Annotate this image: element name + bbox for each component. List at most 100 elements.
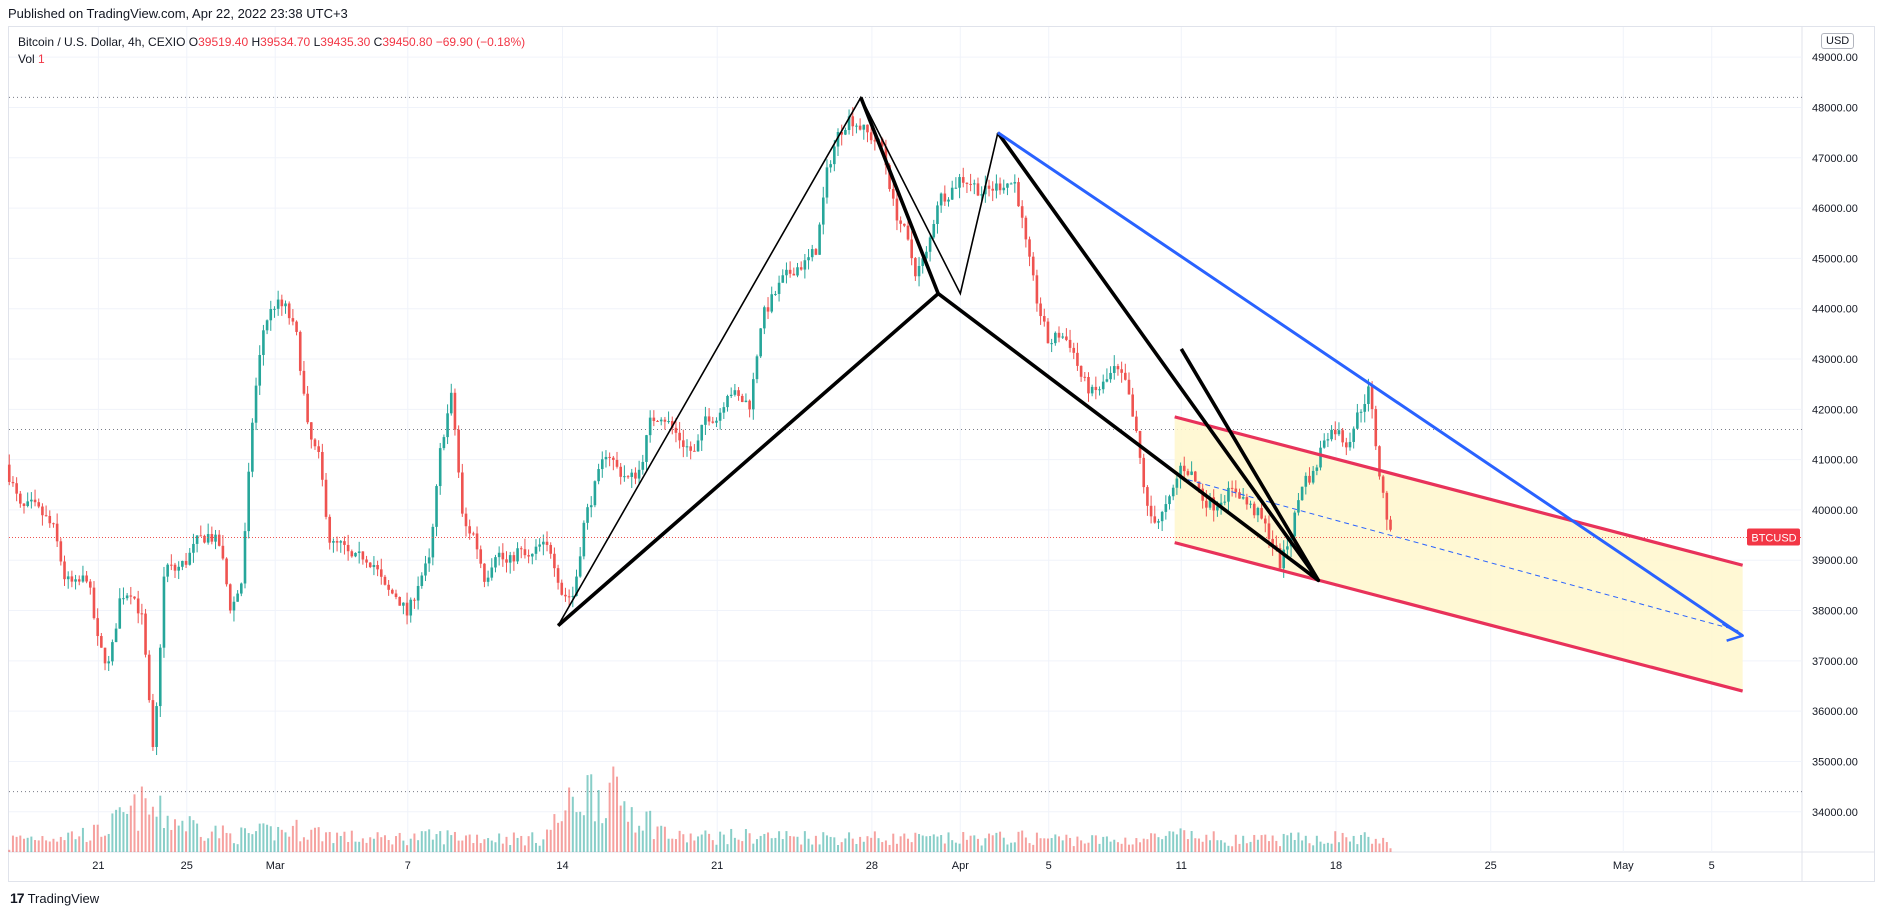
volume-bar <box>225 832 228 852</box>
candle-body <box>298 331 302 371</box>
volume-bar <box>1113 839 1116 852</box>
candle-body <box>468 526 471 534</box>
volume-bar <box>1216 840 1219 852</box>
candle-body <box>1124 372 1127 380</box>
candle-body <box>700 424 704 441</box>
volume-bar <box>1028 843 1031 852</box>
candle-body <box>306 393 309 423</box>
volume-bar <box>516 837 519 852</box>
candle-body <box>560 582 564 595</box>
volume-bar <box>1069 837 1072 852</box>
candle-body <box>1164 504 1168 512</box>
candle-body <box>1330 429 1333 440</box>
candle-body <box>619 466 622 477</box>
candle-body <box>766 307 770 312</box>
candle-body <box>295 321 298 332</box>
volume-bar <box>317 827 320 852</box>
candle-body <box>221 545 225 559</box>
candle-body <box>770 294 774 312</box>
volume-bar <box>96 824 99 852</box>
x-tick-label: 14 <box>556 860 568 872</box>
candle-body <box>1193 471 1197 482</box>
volume-bar <box>1363 832 1366 852</box>
currency-button[interactable]: USD <box>1821 33 1855 49</box>
volume-bar <box>862 841 865 852</box>
candle-body <box>1293 512 1297 537</box>
candle-body <box>733 390 737 395</box>
candle-body <box>479 549 483 564</box>
volume-bar <box>630 807 633 852</box>
volume-bar <box>8 849 11 852</box>
candle-body <box>133 596 136 599</box>
candle-body <box>302 370 306 394</box>
candle-body <box>1286 546 1289 550</box>
volume-bar <box>612 766 615 852</box>
chart-frame[interactable] <box>8 26 1875 882</box>
candle-body <box>1090 386 1094 394</box>
volume-bar <box>229 833 232 852</box>
volume-bar <box>100 836 103 852</box>
candle-body <box>361 551 365 560</box>
volume-bar <box>1131 844 1134 852</box>
volume-bar <box>129 805 132 852</box>
volume-bar <box>118 807 121 852</box>
candle-body <box>92 587 96 619</box>
candle-body <box>1131 394 1134 417</box>
volume-bar <box>1168 831 1171 852</box>
volume-bar <box>11 835 14 852</box>
volume-bar <box>785 831 788 852</box>
volume-bar <box>1382 837 1385 852</box>
volume-bar <box>221 825 224 852</box>
candle-body <box>744 400 748 403</box>
volume-bar <box>1205 834 1208 852</box>
volume-bar <box>1352 835 1355 852</box>
volume-bar <box>523 845 526 852</box>
candle-body <box>950 187 954 200</box>
candle-body <box>1179 465 1182 479</box>
tradingview-logo-icon: 17 <box>10 890 25 906</box>
trend-arrow-line <box>997 131 1744 637</box>
candle-body <box>1260 508 1263 519</box>
candle-body <box>1098 389 1101 391</box>
volume-bar <box>273 840 276 852</box>
candle-body <box>980 194 983 196</box>
volume-bar <box>1197 838 1200 852</box>
volume-bar <box>1021 830 1024 852</box>
y-tick-label: 34000.00 <box>1812 807 1858 819</box>
volume-bar <box>354 841 357 852</box>
volume-bar <box>634 832 637 852</box>
volume-bar <box>420 831 423 852</box>
volume-legend: Vol 1 <box>18 52 45 66</box>
candle-body <box>1278 548 1282 569</box>
channel-lower-line <box>1174 541 1744 693</box>
volume-bar <box>560 821 563 852</box>
candle-body <box>125 595 129 599</box>
candle-body <box>483 563 486 582</box>
volume-bar <box>755 839 758 852</box>
footer-brand[interactable]: 17 TradingView <box>10 890 99 906</box>
volume-bar <box>737 839 740 852</box>
candle-body <box>1227 487 1230 502</box>
volume-bar <box>774 837 777 852</box>
volume-bar <box>207 838 210 852</box>
volume-bar <box>1256 839 1259 852</box>
candle-body <box>1300 486 1304 501</box>
candle-body <box>589 505 593 508</box>
volume-bar <box>1054 834 1057 852</box>
candle-body <box>461 472 464 514</box>
candle-body <box>903 223 906 226</box>
volume-bar <box>792 836 795 852</box>
volume-bar <box>995 832 998 852</box>
candle-body <box>41 506 44 516</box>
volume-bar <box>1367 836 1370 852</box>
volume-bar <box>1017 831 1020 852</box>
volume-bar <box>1194 838 1197 852</box>
volume-bar <box>597 790 600 852</box>
volume-bar <box>616 776 619 852</box>
candle-body <box>637 469 641 479</box>
candle-body <box>33 499 37 503</box>
candle-body <box>114 628 118 643</box>
candle-body <box>851 116 855 127</box>
volume-bar <box>962 832 965 852</box>
